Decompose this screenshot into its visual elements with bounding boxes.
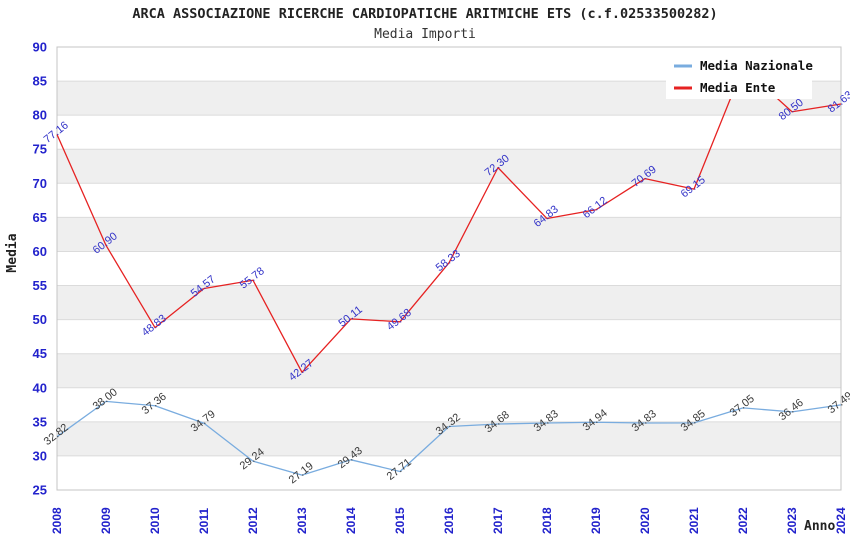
chart-title: ARCA ASSOCIAZIONE RICERCHE CARDIOPATICHE… xyxy=(132,6,718,22)
x-tick-label: 2012 xyxy=(246,507,260,534)
x-tick-label: 2021 xyxy=(687,507,701,534)
x-tick-label: 2014 xyxy=(344,507,358,534)
chart-subtitle: Media Importi xyxy=(374,27,476,42)
series-line-media-nazionale xyxy=(56,400,842,476)
x-tick-label: 2018 xyxy=(540,507,554,534)
grid-band xyxy=(57,353,841,388)
x-tick-label: 2024 xyxy=(834,507,848,534)
y-tick-label: 35 xyxy=(33,414,47,429)
legend-label: Media Nazionale xyxy=(700,58,813,73)
y-tick-label: 45 xyxy=(33,346,47,361)
legend-label: Media Ente xyxy=(700,80,776,95)
y-tick-label: 75 xyxy=(33,142,47,157)
legend-box xyxy=(666,54,812,99)
x-axis-title: Anno xyxy=(804,519,835,534)
data-label: 77.16 xyxy=(42,119,71,145)
data-label: 37.05 xyxy=(728,393,757,419)
y-tick-label: 55 xyxy=(33,278,47,293)
y-tick-label: 80 xyxy=(33,108,47,123)
data-label: 38.00 xyxy=(91,386,120,412)
x-tick-label: 2023 xyxy=(785,507,799,534)
x-tick-label: 2013 xyxy=(295,507,309,534)
data-label: 27.71 xyxy=(385,456,414,482)
x-tick-label: 2019 xyxy=(589,507,603,534)
x-tick-label: 2017 xyxy=(491,507,505,534)
y-tick-label: 25 xyxy=(33,483,47,498)
x-tick-label: 2010 xyxy=(148,507,162,534)
grid-band xyxy=(57,421,841,456)
series-line-media-ente xyxy=(56,66,842,373)
x-tick-label: 2009 xyxy=(99,507,113,534)
y-tick-label: 85 xyxy=(33,74,47,89)
data-label: 27.19 xyxy=(287,460,316,486)
x-tick-label: 2011 xyxy=(197,508,211,534)
y-tick-label: 65 xyxy=(33,210,47,225)
y-axis-title: Media xyxy=(5,233,20,272)
x-tick-label: 2015 xyxy=(393,507,407,534)
y-tick-label: 60 xyxy=(33,244,47,259)
y-tick-label: 40 xyxy=(33,380,47,395)
y-tick-label: 30 xyxy=(33,448,47,463)
y-tick-label: 70 xyxy=(33,176,47,191)
y-tick-label: 50 xyxy=(33,312,47,327)
grid-band xyxy=(57,285,841,320)
data-label: 37.49 xyxy=(826,390,850,416)
plot-border xyxy=(56,46,842,491)
y-tick-label: 90 xyxy=(33,40,47,55)
grid-band xyxy=(57,149,841,184)
grid-band xyxy=(57,217,841,252)
data-label: 37.36 xyxy=(140,391,169,417)
x-tick-label: 2022 xyxy=(736,507,750,534)
x-tick-label: 2016 xyxy=(442,507,456,534)
x-tick-label: 2020 xyxy=(638,507,652,534)
x-tick-label: 2008 xyxy=(50,507,64,534)
